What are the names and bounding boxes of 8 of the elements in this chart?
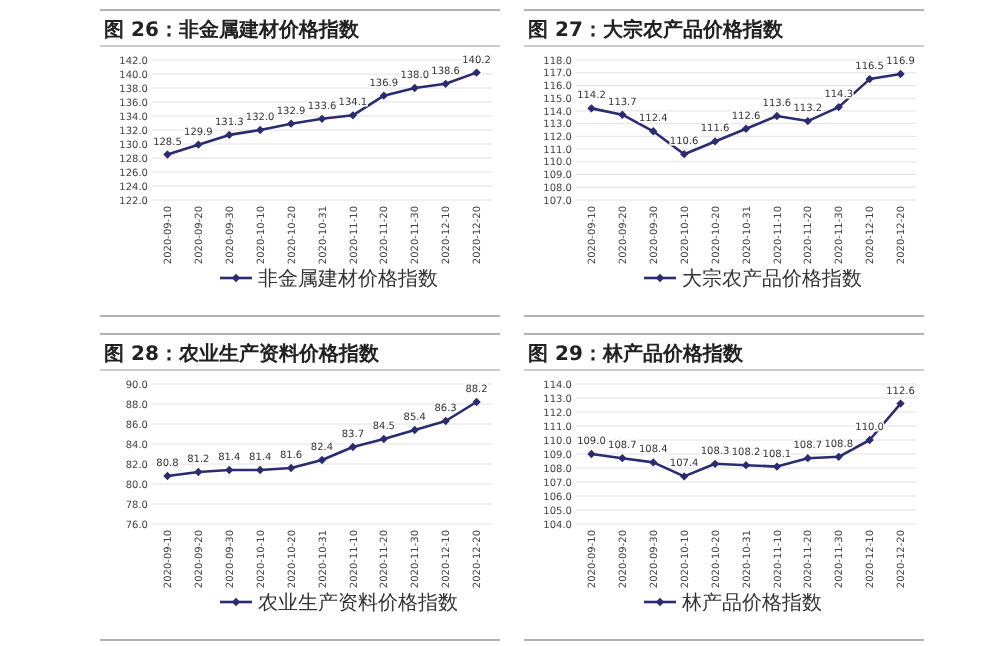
- legend-label: 农业生产资料价格指数: [258, 591, 458, 615]
- chart-title: 图 27：大宗农产品价格指数: [528, 18, 785, 42]
- legend-label: 大宗农产品价格指数: [682, 267, 862, 291]
- legend-label: 林产品价格指数: [680, 591, 822, 615]
- chart-title: 图 28：农业生产资料价格指数: [104, 342, 381, 366]
- chart-title: 图 29：林产品价格指数: [528, 342, 745, 366]
- chart-title: 图 26：非金属建材价格指数: [104, 18, 361, 42]
- legend-label: 非金属建材价格指数: [258, 267, 438, 291]
